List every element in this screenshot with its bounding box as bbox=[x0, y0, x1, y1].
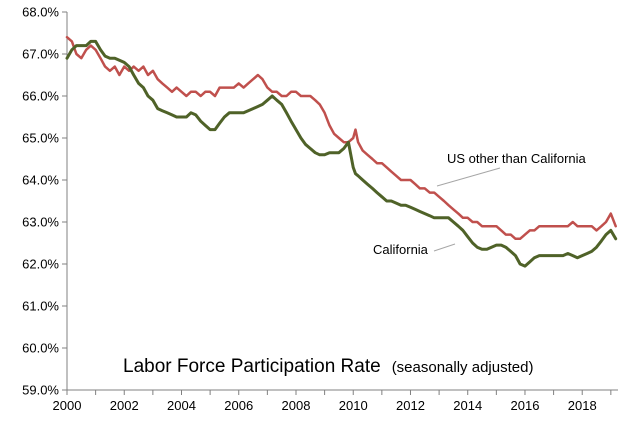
y-tick-label: 68.0% bbox=[22, 5, 59, 20]
california-annotation-label: California bbox=[373, 242, 429, 257]
x-tick-label: 2006 bbox=[224, 398, 253, 413]
x-tick-label: 2004 bbox=[167, 398, 196, 413]
x-axis: 2000 2002 2004 2006 2008 2010 2012 2014 2016 2018 bbox=[53, 389, 618, 413]
annotation-layer: US other than California California bbox=[373, 151, 587, 257]
y-tick-label: 64.0% bbox=[22, 173, 59, 188]
y-tick-label: 65.0% bbox=[22, 131, 59, 146]
series-line-us-other-than-california bbox=[65, 35, 617, 241]
y-tick-label: 60.0% bbox=[22, 341, 59, 356]
y-tick-label: 67.0% bbox=[22, 47, 59, 62]
us-annotation-leader bbox=[436, 167, 501, 187]
x-tick-label: 2016 bbox=[511, 398, 540, 413]
x-tick-label: 2002 bbox=[110, 398, 139, 413]
y-tick-label: 61.0% bbox=[22, 299, 59, 314]
us-annotation-label: US other than California bbox=[447, 151, 587, 166]
y-tick-label: 63.0% bbox=[22, 215, 59, 230]
chart-title-subtitle: (seasonally adjusted) bbox=[392, 359, 534, 376]
y-axis: 59.0% 60.0% 61.0% 62.0% 63.0% 64.0% 65.0% 66.0%… bbox=[22, 5, 68, 398]
series-line-california bbox=[65, 39, 618, 268]
x-tick-label: 2010 bbox=[339, 398, 368, 413]
x-tick-label: 2014 bbox=[453, 398, 482, 413]
y-tick-label: 59.0% bbox=[22, 383, 59, 398]
chart-title-main: Labor Force Participation Rate bbox=[123, 356, 381, 377]
x-tick-label: 2008 bbox=[282, 398, 311, 413]
x-tick-label: 2000 bbox=[53, 398, 82, 413]
california-annotation-leader bbox=[433, 243, 456, 252]
chart-title: Labor Force Participation Rate (seasonal… bbox=[123, 356, 533, 377]
x-tick-label: 2012 bbox=[396, 398, 425, 413]
y-tick-label: 66.0% bbox=[22, 89, 59, 104]
svg-text:Labor Force Participation Rate: Labor Force Participation Rate (seasonal… bbox=[123, 356, 533, 377]
y-tick-label: 62.0% bbox=[22, 257, 59, 272]
x-tick-label: 2018 bbox=[568, 398, 597, 413]
series-layer bbox=[65, 35, 618, 268]
